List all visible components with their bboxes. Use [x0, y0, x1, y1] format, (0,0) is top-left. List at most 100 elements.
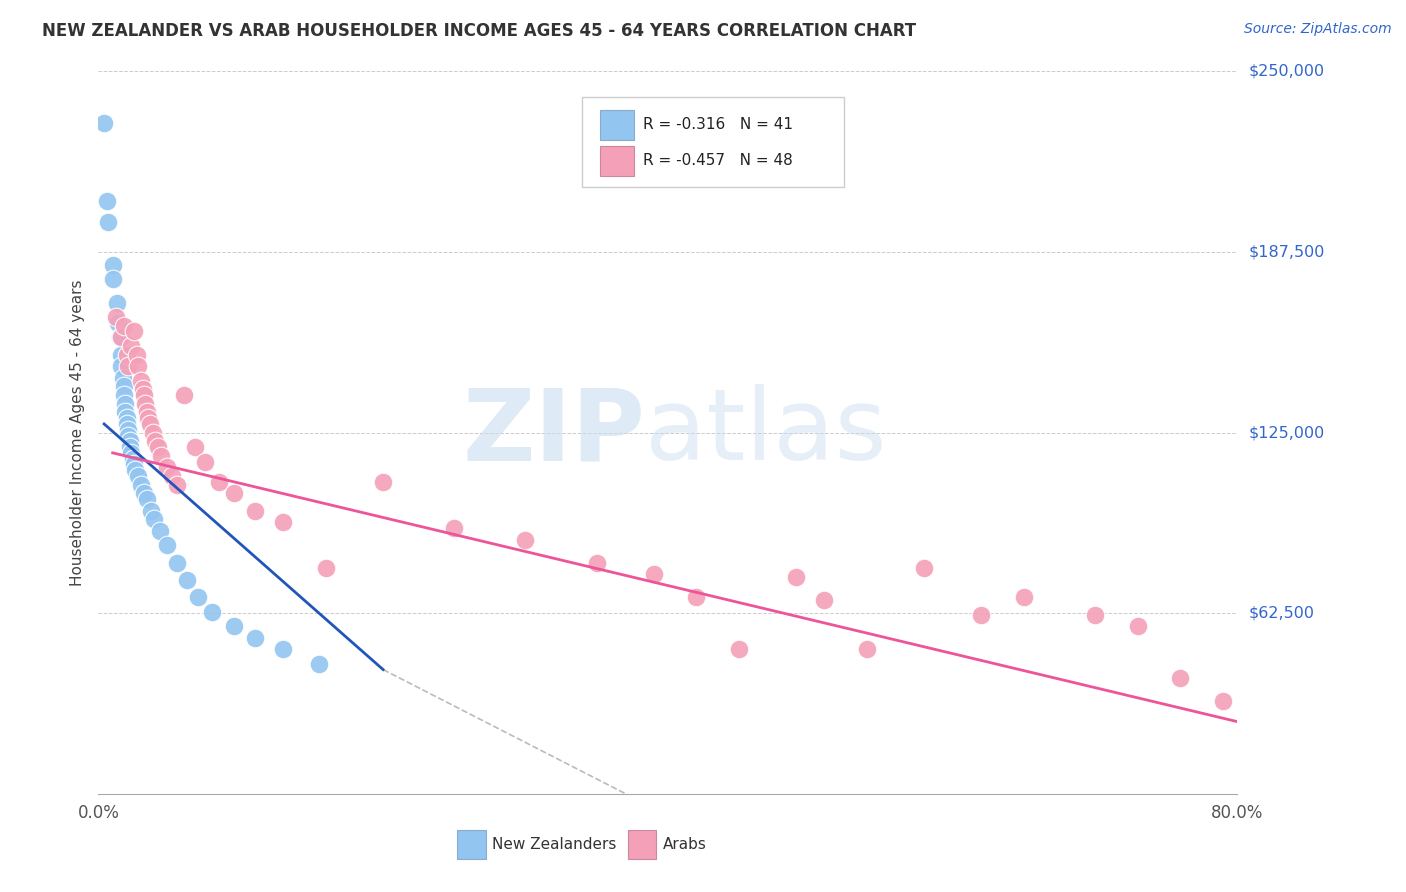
Point	[101, 272, 124, 286]
Point	[124, 463, 146, 477]
Point	[145, 434, 167, 449]
Point	[112, 388, 135, 402]
Point	[208, 475, 231, 489]
Point	[134, 397, 156, 411]
Point	[122, 325, 145, 339]
Point	[141, 425, 163, 440]
Point	[132, 388, 155, 402]
Point	[139, 503, 162, 517]
Point	[135, 405, 157, 419]
Point	[97, 214, 120, 228]
Point	[273, 515, 295, 529]
Point	[970, 607, 993, 622]
Point	[149, 524, 172, 538]
Point	[127, 469, 149, 483]
Text: $125,000: $125,000	[1249, 425, 1324, 440]
Point	[243, 631, 266, 645]
Point	[118, 434, 141, 449]
Text: R = -0.457   N = 48: R = -0.457 N = 48	[643, 153, 793, 168]
Point	[166, 477, 188, 491]
Point	[156, 460, 179, 475]
Y-axis label: Householder Income Ages 45 - 64 years: Householder Income Ages 45 - 64 years	[69, 279, 84, 586]
Point	[110, 359, 132, 373]
Point	[114, 405, 136, 419]
Point	[115, 411, 138, 425]
Point	[117, 359, 139, 373]
Point	[120, 339, 142, 353]
Point	[443, 521, 465, 535]
Point	[643, 567, 665, 582]
Point	[110, 330, 132, 344]
Text: NEW ZEALANDER VS ARAB HOUSEHOLDER INCOME AGES 45 - 64 YEARS CORRELATION CHART: NEW ZEALANDER VS ARAB HOUSEHOLDER INCOME…	[42, 22, 917, 40]
Point	[117, 423, 139, 437]
Point	[142, 512, 165, 526]
Point	[856, 642, 879, 657]
Point	[93, 116, 115, 130]
Point	[1126, 619, 1149, 633]
Point	[813, 593, 835, 607]
Text: ZIP: ZIP	[463, 384, 645, 481]
Point	[176, 573, 198, 587]
Point	[187, 591, 209, 605]
Point	[111, 370, 134, 384]
Point	[728, 642, 751, 657]
Point	[120, 446, 142, 460]
Text: $62,500: $62,500	[1249, 606, 1315, 621]
Point	[135, 492, 157, 507]
Point	[201, 605, 224, 619]
Point	[131, 382, 153, 396]
Point	[273, 642, 295, 657]
FancyBboxPatch shape	[599, 110, 634, 140]
Point	[373, 475, 395, 489]
Point	[138, 417, 160, 431]
Point	[184, 440, 207, 454]
Point	[222, 486, 245, 500]
FancyBboxPatch shape	[457, 830, 485, 859]
Point	[308, 657, 330, 671]
Point	[166, 556, 188, 570]
Point	[1170, 671, 1192, 685]
Point	[118, 440, 141, 454]
FancyBboxPatch shape	[582, 96, 845, 187]
Point	[107, 316, 129, 330]
Point	[156, 538, 179, 552]
Point	[912, 561, 935, 575]
Text: $187,500: $187,500	[1249, 244, 1324, 260]
Point	[127, 359, 149, 373]
Point	[112, 318, 135, 333]
Point	[515, 533, 537, 547]
Point	[173, 388, 195, 402]
Point	[222, 619, 245, 633]
Point	[115, 348, 138, 362]
Point	[136, 411, 159, 425]
Point	[162, 469, 184, 483]
Text: Arabs: Arabs	[664, 837, 707, 852]
Point	[1084, 607, 1107, 622]
Text: R = -0.316   N = 41: R = -0.316 N = 41	[643, 117, 793, 132]
Point	[150, 449, 173, 463]
Point	[121, 451, 143, 466]
Point	[315, 561, 337, 575]
Point	[148, 440, 170, 454]
Point	[104, 310, 127, 324]
Point	[785, 570, 807, 584]
Point	[1012, 591, 1035, 605]
Point	[132, 486, 155, 500]
Point	[101, 258, 124, 272]
Point	[110, 348, 132, 362]
FancyBboxPatch shape	[599, 145, 634, 176]
Point	[129, 477, 152, 491]
Point	[96, 194, 118, 209]
Point	[194, 454, 217, 468]
Point	[1212, 694, 1234, 708]
Point	[114, 397, 136, 411]
Point	[105, 295, 128, 310]
Point	[243, 503, 266, 517]
Point	[112, 379, 135, 393]
Point	[108, 330, 131, 344]
Point	[117, 428, 139, 442]
Point	[125, 348, 148, 362]
FancyBboxPatch shape	[628, 830, 657, 859]
Point	[585, 556, 607, 570]
Point	[129, 374, 152, 388]
